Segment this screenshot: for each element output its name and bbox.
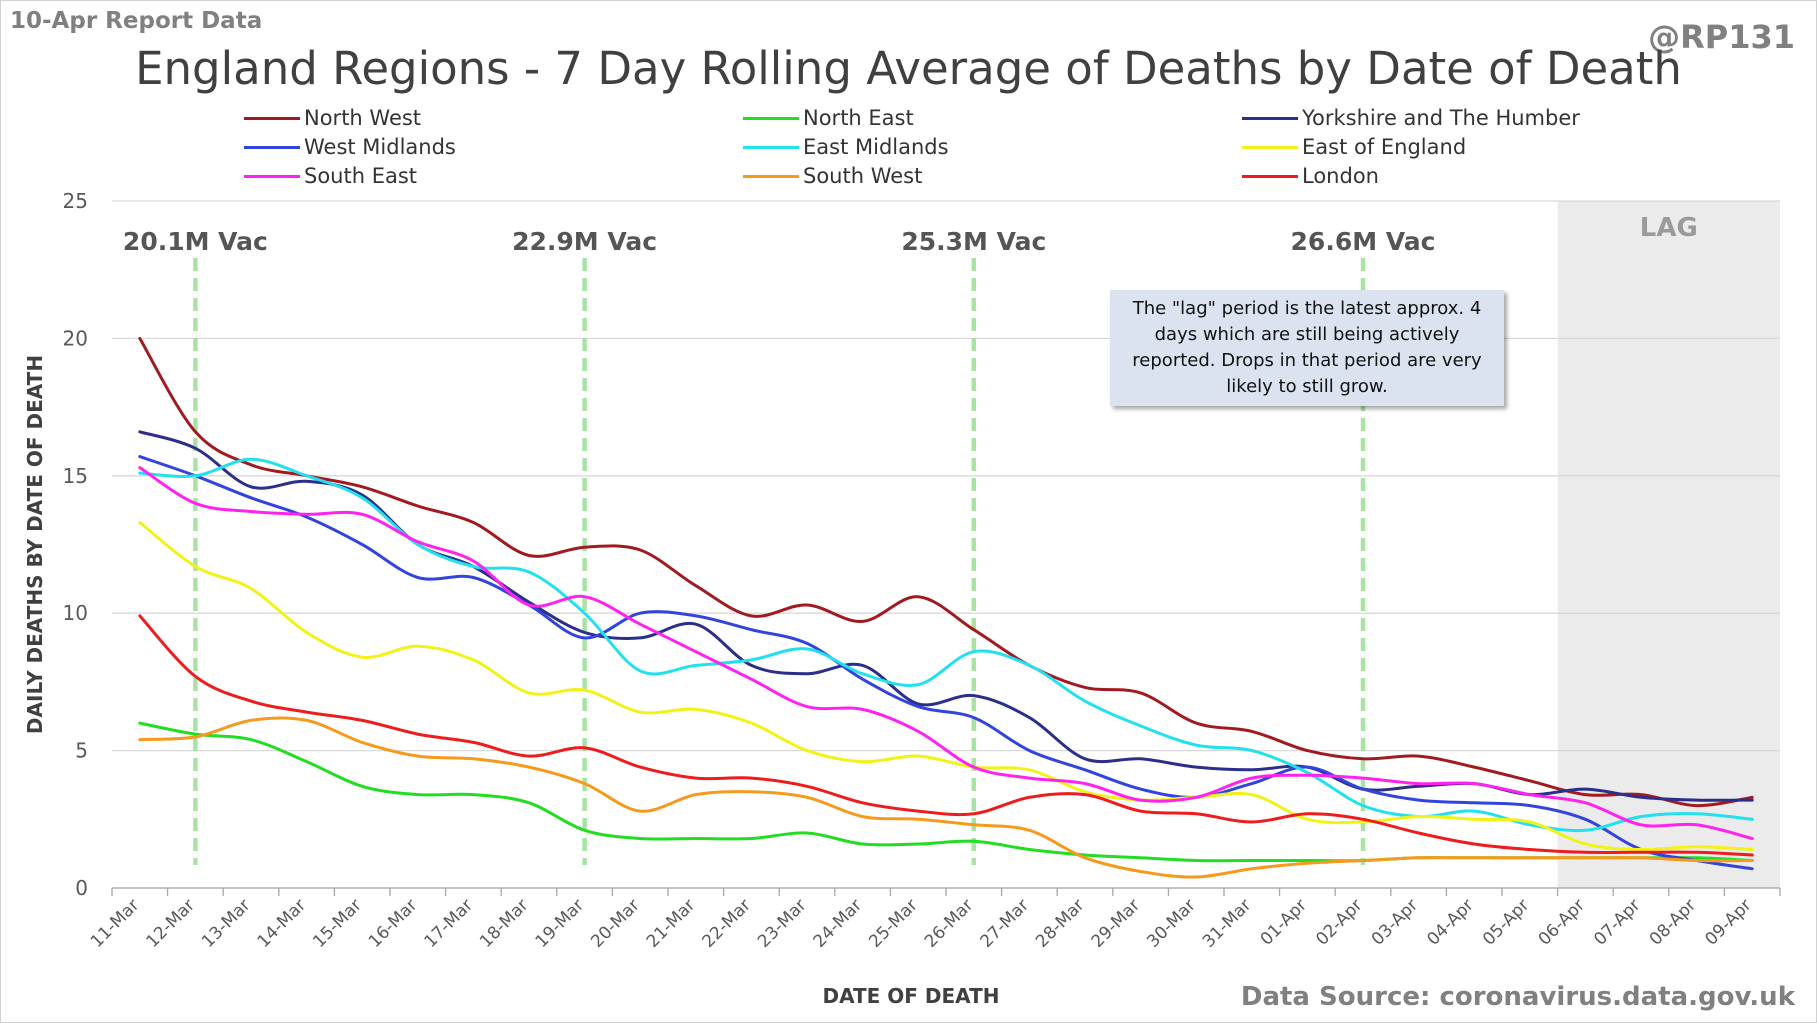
x-tick-label: 13-Mar [198, 895, 254, 951]
legend-swatch [1242, 145, 1298, 149]
y-tick-label: 25 [63, 189, 88, 213]
series-line-north-west [138, 336, 1754, 808]
series-line-east-of-england [138, 521, 1754, 852]
lag-region [1557, 201, 1780, 888]
legend-label: West Midlands [304, 135, 456, 159]
report-label: 10-Apr Report Data [10, 8, 263, 34]
x-tick-label: 26-Mar [921, 895, 977, 951]
legend-swatch [1242, 174, 1298, 178]
data-source: Data Source: coronavirus.data.gov.uk [1240, 982, 1795, 1012]
x-tick-label: 24-Mar [810, 895, 866, 951]
x-tick-label: 25-Mar [865, 895, 921, 951]
series-line-east-midlands [138, 457, 1754, 833]
x-tick-label: 21-Mar [643, 895, 699, 951]
legend-item: London [1242, 162, 1379, 190]
x-axis-title: DATE OF DEATH [823, 984, 1000, 1008]
y-tick-label: 10 [63, 601, 88, 625]
y-tick-label: 15 [63, 464, 88, 488]
vaccine-marker-label: 26.6M Vac [1291, 227, 1436, 256]
series-line-south-east [138, 466, 1754, 840]
legend-label: South East [304, 164, 418, 188]
legend-label: East of England [1302, 135, 1467, 159]
legend-swatch [743, 145, 799, 149]
legend-item: South East [244, 162, 417, 190]
legend-label: North East [803, 106, 914, 130]
legend-swatch [1242, 116, 1298, 120]
legend-swatch [743, 174, 799, 178]
legend-label: Yorkshire and The Humber [1302, 106, 1580, 130]
series-line-london [138, 614, 1754, 857]
x-tick-label: 02-Apr [1312, 895, 1366, 949]
x-tick-label: 05-Apr [1479, 895, 1533, 949]
x-tick-label: 15-Mar [309, 895, 365, 951]
x-tick-label: 31-Mar [1199, 895, 1255, 951]
x-tick-label: 29-Mar [1088, 895, 1144, 951]
x-tick-label: 14-Mar [254, 895, 310, 951]
x-tick-label: 01-Apr [1257, 895, 1311, 949]
vaccine-marker-label: 22.9M Vac [512, 227, 657, 256]
legend-label: London [1302, 164, 1379, 188]
x-tick-label: 16-Mar [365, 895, 421, 951]
legend-item: North West [244, 104, 421, 132]
legend-item: East Midlands [743, 133, 949, 161]
legend-item: West Midlands [244, 133, 456, 161]
x-tick-label: 20-Mar [587, 895, 643, 951]
y-tick-label: 20 [63, 326, 88, 350]
vaccine-marker-label: 20.1M Vac [123, 227, 268, 256]
x-tick-label: 17-Mar [420, 895, 476, 951]
x-tick-label: 28-Mar [1032, 895, 1088, 951]
y-tick-label: 0 [75, 876, 88, 900]
legend-item: East of England [1242, 133, 1466, 161]
y-axis-title: DAILY DEATHS BY DATE OF DEATH [23, 355, 47, 734]
legend-label: South West [803, 164, 923, 188]
legend-swatch [244, 116, 300, 120]
lag-label: LAG [1640, 213, 1698, 243]
legend-item: North East [743, 104, 914, 132]
series-line-south-west [138, 716, 1754, 879]
legend-item: South West [743, 162, 922, 190]
x-tick-label: 27-Mar [976, 895, 1032, 951]
legend-item: Yorkshire and The Humber [1242, 104, 1580, 132]
x-tick-label: 23-Mar [754, 895, 810, 951]
x-tick-label: 12-Mar [142, 895, 198, 951]
x-tick-label: 07-Apr [1590, 895, 1644, 949]
legend-swatch [244, 174, 300, 178]
x-tick-label: 19-Mar [532, 895, 588, 951]
series-line-yorkshire-and-the-humber [138, 430, 1754, 802]
legend-swatch [743, 116, 799, 120]
x-tick-label: 18-Mar [476, 895, 532, 951]
x-tick-label: 06-Apr [1535, 895, 1589, 949]
legend-swatch [244, 145, 300, 149]
chart-title: England Regions - 7 Day Rolling Average … [135, 42, 1682, 95]
x-tick-label: 30-Mar [1143, 895, 1199, 951]
x-tick-label: 04-Apr [1423, 895, 1477, 949]
x-tick-label: 09-Apr [1701, 895, 1755, 949]
author-handle: @RP131 [1648, 18, 1795, 56]
x-tick-label: 11-Mar [87, 895, 143, 951]
legend-label: North West [304, 106, 422, 130]
lag-annotation: The "lag" period is the latest approx. 4… [1110, 290, 1504, 406]
vaccine-marker-label: 25.3M Vac [901, 227, 1046, 256]
x-tick-label: 08-Apr [1646, 895, 1700, 949]
x-tick-label: 22-Mar [698, 895, 754, 951]
legend-label: East Midlands [803, 135, 949, 159]
x-tick-label: 03-Apr [1368, 895, 1422, 949]
series-line-west-midlands [138, 455, 1754, 871]
y-tick-label: 5 [75, 739, 88, 763]
